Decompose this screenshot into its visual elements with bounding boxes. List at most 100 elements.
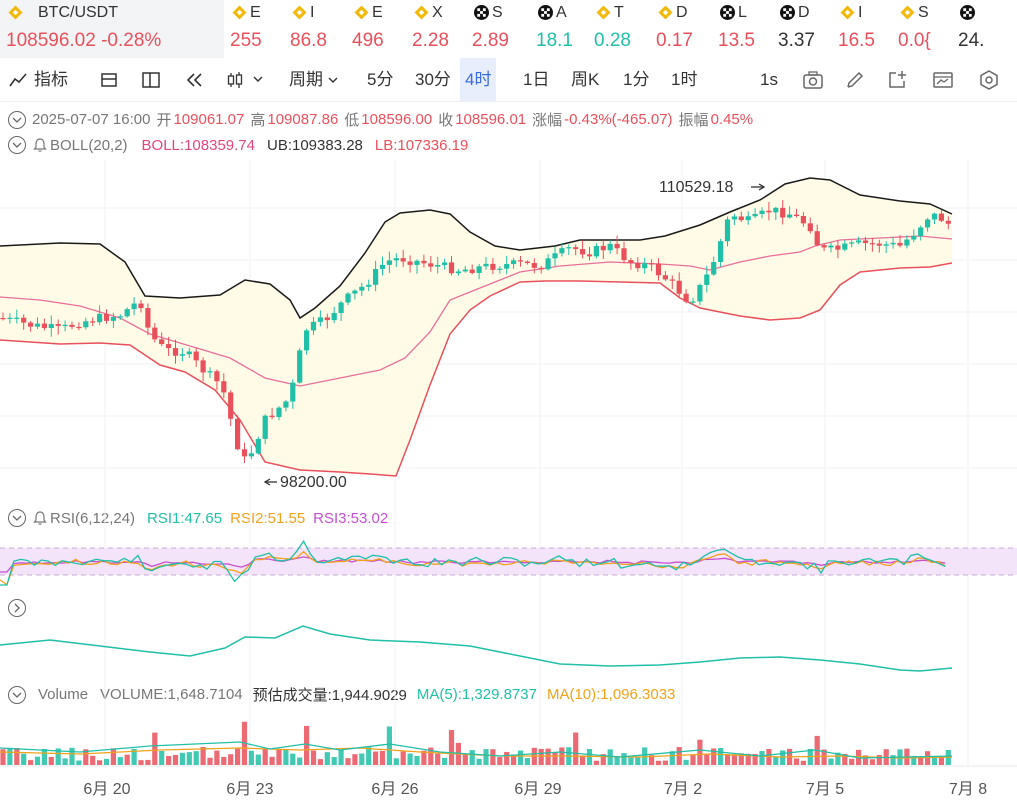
period-tab[interactable]: 1分 bbox=[623, 70, 650, 89]
collapse-chevron-icon[interactable] bbox=[8, 110, 26, 129]
ticker-item[interactable]: D 3.37 bbox=[772, 0, 832, 58]
collapse-chevron-icon[interactable] bbox=[8, 136, 26, 154]
volume-bar bbox=[476, 758, 482, 765]
settings-button[interactable] bbox=[976, 58, 1002, 101]
candle-body bbox=[918, 227, 924, 236]
draw-button[interactable] bbox=[842, 58, 868, 101]
ticker-price: 2.28 bbox=[412, 30, 449, 51]
candle-body bbox=[945, 220, 951, 224]
ticker-item[interactable]: T 0.28 bbox=[588, 0, 650, 58]
candle-body bbox=[469, 269, 475, 273]
volume-bar bbox=[524, 757, 530, 765]
ticker-item[interactable]: L 13.5 bbox=[712, 0, 772, 58]
collapse-chevron-icon[interactable] bbox=[8, 509, 26, 527]
ticker-item[interactable]: X 2.28 bbox=[406, 0, 466, 58]
low-label: 低 bbox=[344, 112, 360, 129]
volume-bar bbox=[207, 757, 213, 765]
period-tab[interactable]: 4时 bbox=[460, 58, 497, 101]
collapse-chevron-icon[interactable] bbox=[8, 685, 26, 704]
candle-body bbox=[697, 284, 703, 302]
add-indicator-button[interactable] bbox=[884, 58, 910, 101]
candle-body bbox=[718, 241, 724, 263]
volume-bar bbox=[269, 756, 275, 765]
ticker-item[interactable]: I 86.8 bbox=[284, 0, 346, 58]
volume-bar bbox=[228, 754, 234, 765]
volume-bar bbox=[386, 726, 392, 765]
volume-bar bbox=[669, 751, 675, 765]
volume-bar bbox=[304, 725, 310, 765]
volume-bar bbox=[414, 755, 420, 765]
ticker-item[interactable]: D 0.17 bbox=[650, 0, 712, 58]
boll-indicator[interactable]: BOLL(20,2) bbox=[32, 137, 128, 154]
volume-bar bbox=[0, 749, 6, 765]
period-tab[interactable]: 1时 bbox=[671, 70, 698, 89]
ticker-item[interactable]: 24. bbox=[952, 0, 1012, 58]
volume-title[interactable]: Volume bbox=[38, 686, 89, 703]
camera-icon bbox=[803, 70, 823, 89]
volume-bar bbox=[159, 750, 165, 765]
candle-body bbox=[745, 216, 751, 221]
screenshot-button[interactable] bbox=[800, 58, 826, 101]
volume-bar bbox=[262, 749, 268, 765]
candle-body bbox=[407, 261, 413, 265]
ticker-item[interactable]: S 2.89 bbox=[466, 0, 530, 58]
rewind-button[interactable] bbox=[182, 58, 208, 101]
candle-body bbox=[545, 258, 551, 270]
volume-bar bbox=[545, 748, 551, 765]
ticker-item[interactable]: BTC/USDT 108596.02 -0.28% bbox=[0, 0, 224, 58]
candle-body bbox=[214, 371, 220, 382]
candle-body bbox=[207, 371, 213, 373]
candle-body bbox=[849, 242, 855, 244]
amplitude-value: 0.45% bbox=[710, 111, 754, 128]
candle-style-button[interactable] bbox=[224, 58, 268, 101]
candle-body bbox=[669, 279, 675, 281]
candle-body bbox=[159, 339, 165, 345]
open-value: 109061.07 bbox=[173, 111, 245, 128]
volume-bar bbox=[662, 760, 668, 765]
volume-bar bbox=[911, 755, 917, 765]
okx-icon bbox=[474, 5, 489, 20]
ticker-item[interactable]: E 255 bbox=[224, 0, 284, 58]
expand-chevron-icon[interactable] bbox=[8, 599, 26, 617]
candle-body bbox=[904, 239, 910, 246]
period-tab[interactable]: 30分 bbox=[415, 70, 451, 89]
candle-body bbox=[883, 244, 889, 246]
ticker-item[interactable]: I 16.5 bbox=[832, 0, 892, 58]
candle-body bbox=[83, 321, 89, 328]
candle-body bbox=[366, 284, 372, 287]
period-dropdown[interactable]: 周期 bbox=[282, 58, 346, 101]
x-axis-date-label: 6月 20 bbox=[83, 781, 131, 798]
ticker-item[interactable]: E 496 bbox=[346, 0, 406, 58]
change-value: -0.43%(-465.07) bbox=[564, 111, 673, 128]
ticker-item[interactable]: S 0.0{ bbox=[892, 0, 952, 58]
period-tab[interactable]: 1日 bbox=[523, 70, 550, 89]
candle-body bbox=[117, 316, 123, 318]
low-value: 108596.00 bbox=[361, 111, 433, 128]
period-tab[interactable]: 5分 bbox=[367, 70, 394, 89]
high-label: 高 bbox=[250, 112, 266, 129]
candle-body bbox=[573, 247, 579, 250]
volume-bar bbox=[235, 748, 241, 765]
candle-body bbox=[379, 264, 386, 270]
rsi-indicator[interactable]: RSI(6,12,24) bbox=[32, 510, 135, 527]
candle-body bbox=[269, 415, 275, 418]
refresh-rate[interactable]: 1s bbox=[760, 70, 778, 89]
candle-body bbox=[462, 269, 468, 272]
volume-bar bbox=[448, 730, 455, 765]
candle-body bbox=[655, 263, 662, 276]
volume-bar bbox=[324, 752, 330, 765]
secondary-indicator-line bbox=[0, 625, 953, 672]
layout-button[interactable] bbox=[138, 58, 164, 101]
volume-bar bbox=[193, 751, 199, 765]
volume-bar bbox=[862, 755, 869, 765]
volume-bar bbox=[290, 753, 296, 765]
period-label: 周期 bbox=[289, 70, 323, 89]
ticker-item[interactable]: A 18.1 bbox=[530, 0, 588, 58]
indicators-button[interactable]: 指标 bbox=[8, 58, 76, 101]
volume-bar bbox=[731, 754, 737, 765]
candle-body bbox=[524, 261, 530, 264]
chart-settings-button[interactable] bbox=[930, 58, 956, 101]
chart-type-button[interactable] bbox=[96, 58, 122, 101]
period-tab[interactable]: 周K bbox=[571, 70, 600, 89]
